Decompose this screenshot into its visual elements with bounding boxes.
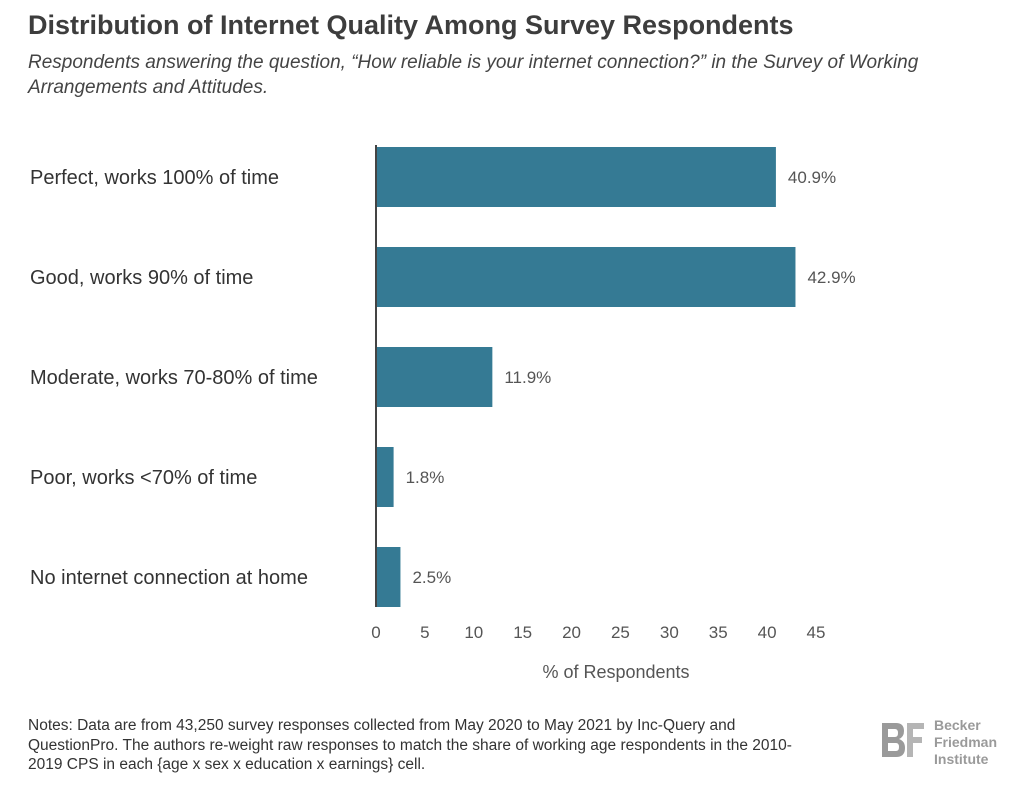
value-label: 42.9% [807, 268, 855, 287]
x-tick-label: 0 [371, 623, 380, 642]
chart-title: Distribution of Internet Quality Among S… [28, 10, 794, 40]
category-label: Perfect, works 100% of time [30, 167, 279, 189]
bar [376, 147, 776, 207]
logo-line-1: Becker [934, 717, 981, 733]
x-tick-label: 45 [807, 623, 826, 642]
bfi-logo-text: Becker Friedman Institute [934, 717, 997, 768]
x-tick-label: 5 [420, 623, 429, 642]
value-label: 11.9% [504, 368, 551, 387]
bfi-logo: Becker Friedman Institute [880, 717, 997, 768]
category-label: Good, works 90% of time [30, 267, 253, 289]
x-tick-label: 10 [464, 623, 483, 642]
x-tick-label: 30 [660, 623, 679, 642]
value-label: 2.5% [412, 568, 451, 587]
x-tick-label: 20 [562, 623, 581, 642]
category-label: Moderate, works 70-80% of time [30, 367, 318, 389]
category-label: Poor, works <70% of time [30, 467, 257, 489]
x-tick-label: 35 [709, 623, 728, 642]
bar [376, 547, 401, 607]
notes-text: Notes: Data are from 43,250 survey respo… [28, 717, 792, 773]
bfi-logo-icon [882, 722, 924, 757]
logo-line-3: Institute [934, 751, 989, 767]
value-label: 1.8% [406, 468, 445, 487]
x-tick-label: 40 [758, 623, 777, 642]
bar [376, 347, 493, 407]
value-label: 40.9% [788, 168, 836, 187]
chart-subtitle: Respondents answering the question, “How… [28, 52, 919, 98]
bar-chart: Perfect, works 100% of time 40.9% Good, wo… [30, 145, 856, 682]
x-tick-label: 15 [513, 623, 532, 642]
bar [376, 247, 796, 307]
category-label: No internet connection at home [30, 567, 308, 589]
bar [376, 447, 394, 507]
x-tick-label: 25 [611, 623, 630, 642]
logo-line-2: Friedman [934, 734, 998, 750]
x-axis-title: % of Respondents [542, 662, 689, 682]
